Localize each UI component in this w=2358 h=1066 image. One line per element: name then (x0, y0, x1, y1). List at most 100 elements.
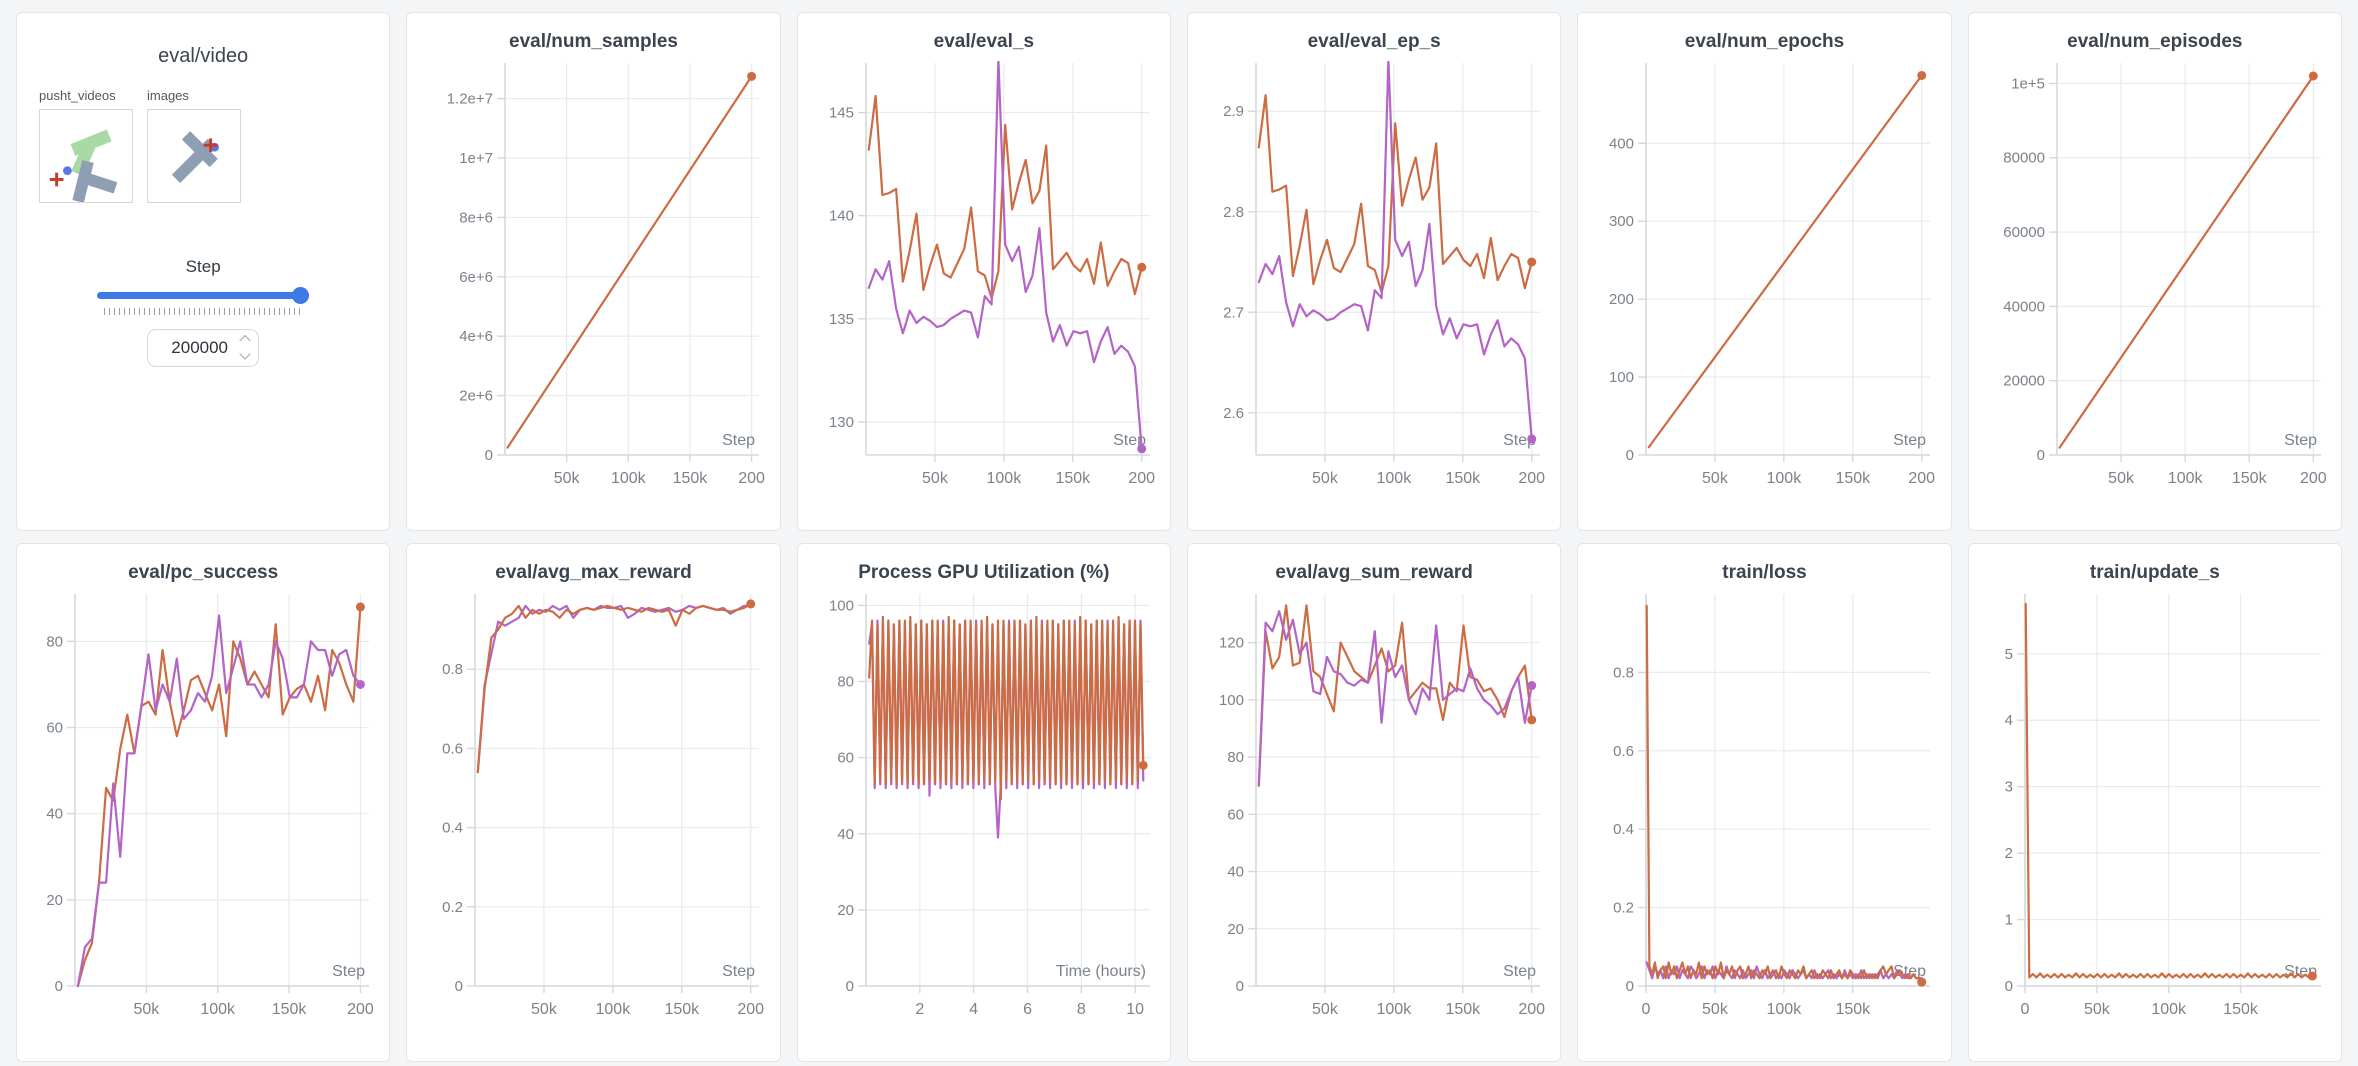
svg-text:200: 200 (1519, 1001, 1546, 1018)
chart-canvas[interactable]: 0 20000 40000 60000 80000 1e+5 50k 100k 150k 200 S… (1969, 55, 2341, 505)
chart-canvas[interactable]: 0 0.2 0.4 0.6 0.8 50k 100k 150k 200 Step (407, 586, 779, 1036)
svg-text:0: 0 (1626, 978, 1634, 995)
chart-canvas[interactable]: 0 20 40 60 80 100 2 4 6 8 10 Time (hours) (798, 586, 1170, 1036)
svg-text:50k: 50k (922, 470, 949, 487)
svg-text:50k: 50k (1312, 470, 1339, 487)
chart-canvas[interactable]: 0 2e+6 4e+6 6e+6 8e+6 1e+7 1.2e+7 50k 100k 150k 20… (407, 55, 779, 505)
svg-text:100k: 100k (986, 470, 1022, 487)
gray-t-shape (171, 131, 218, 184)
chart-canvas[interactable]: 0 0.2 0.4 0.6 0.8 0 50k 100k 150k Step (1578, 586, 1950, 1036)
svg-text:0.2: 0.2 (443, 899, 464, 916)
svg-text:2: 2 (2004, 845, 2012, 862)
media-item-label: images (147, 88, 189, 103)
svg-text:0.4: 0.4 (443, 820, 464, 837)
svg-text:200: 200 (1128, 470, 1155, 487)
svg-text:1.2e+7: 1.2e+7 (447, 91, 493, 108)
chart-title: train/loss (1722, 562, 1807, 583)
svg-text:200: 200 (347, 1001, 374, 1018)
svg-text:2.9: 2.9 (1223, 103, 1244, 120)
svg-text:150k: 150k (1836, 1001, 1872, 1018)
svg-text:100k: 100k (611, 470, 647, 487)
svg-text:20: 20 (1227, 921, 1244, 938)
svg-text:100k: 100k (1767, 470, 1803, 487)
svg-text:0.6: 0.6 (1614, 743, 1635, 760)
agent-dot (63, 166, 72, 176)
chart-title: train/update_s (2089, 562, 2220, 583)
svg-text:0: 0 (485, 447, 493, 464)
svg-text:150k: 150k (665, 1001, 701, 1018)
step-slider[interactable] (97, 287, 310, 304)
svg-text:150k: 150k (272, 1001, 308, 1018)
svg-text:50k: 50k (1312, 1001, 1339, 1018)
svg-text:Time (hours): Time (hours) (1056, 963, 1146, 980)
svg-text:120: 120 (1219, 635, 1244, 652)
svg-text:50k: 50k (134, 1001, 161, 1018)
svg-text:0.4: 0.4 (1614, 821, 1635, 838)
chart-canvas[interactable]: 0 20 40 60 80 50k 100k 150k 200 Step (17, 586, 389, 1036)
svg-text:20000: 20000 (2003, 373, 2045, 390)
svg-text:100k: 100k (1377, 1001, 1413, 1018)
svg-text:100k: 100k (1377, 470, 1413, 487)
chart-canvas[interactable]: 2.6 2.7 2.8 2.9 50k 100k 150k 200 Step (1188, 55, 1560, 505)
slider-tick-ruler (104, 308, 303, 315)
chart-panel-eval-s: eval/eval_s 130 135 140 145 50k 100k 150k 200 St… (796, 12, 1171, 531)
chart-panel-train-loss: train/loss 0 0.2 0.4 0.6 0.8 0 50k 100k 150k Step (1577, 543, 1952, 1062)
svg-text:200: 200 (1609, 291, 1634, 308)
svg-text:0: 0 (845, 978, 853, 995)
chart-panel-gpu-utilization: Process GPU Utilization (%) 0 20 40 60 80 100… (796, 543, 1171, 1062)
chart-title: eval/avg_max_reward (495, 562, 692, 583)
chart-title: eval/pc_success (128, 562, 279, 583)
svg-text:200: 200 (2300, 470, 2327, 487)
svg-text:150k: 150k (1836, 470, 1872, 487)
svg-text:Step: Step (723, 963, 756, 980)
svg-text:8e+6: 8e+6 (460, 209, 494, 226)
svg-text:50k: 50k (1703, 1001, 1730, 1018)
svg-text:60: 60 (837, 750, 854, 767)
svg-text:200: 200 (1909, 470, 1936, 487)
svg-text:0: 0 (55, 978, 63, 995)
images-thumbnail[interactable] (147, 109, 241, 203)
chart-canvas[interactable]: 0 1 2 3 4 5 0 50k 100k 150k Step (1969, 586, 2341, 1036)
svg-text:0.8: 0.8 (443, 661, 464, 678)
svg-text:130: 130 (829, 414, 854, 431)
svg-text:0: 0 (2036, 447, 2044, 464)
chart-title: eval/avg_sum_reward (1275, 562, 1473, 583)
svg-text:2.8: 2.8 (1223, 204, 1244, 221)
svg-text:100k: 100k (596, 1001, 632, 1018)
gray-t-shape (72, 160, 118, 202)
step-value-input[interactable] (148, 337, 242, 359)
svg-text:50k: 50k (2108, 470, 2135, 487)
svg-text:80000: 80000 (2003, 150, 2045, 167)
svg-text:150k: 150k (2232, 470, 2268, 487)
svg-text:Step: Step (1503, 963, 1536, 980)
slider-handle[interactable] (291, 287, 309, 304)
svg-text:6e+6: 6e+6 (460, 269, 494, 286)
svg-text:1e+5: 1e+5 (2011, 75, 2045, 92)
chart-title: eval/num_epochs (1684, 31, 1845, 52)
slider-track[interactable] (97, 292, 310, 299)
pusht-video-thumbnail[interactable] (39, 109, 133, 203)
svg-text:0.2: 0.2 (1614, 900, 1635, 917)
chart-canvas[interactable]: 0 100 200 300 400 50k 100k 150k 200 Step (1578, 55, 1950, 505)
spinner-down-icon[interactable] (239, 348, 251, 360)
svg-text:100k: 100k (2168, 470, 2204, 487)
svg-text:400: 400 (1609, 135, 1634, 152)
chart-canvas[interactable]: 130 135 140 145 50k 100k 150k 200 Step (798, 55, 1170, 505)
media-item-label: pusht_videos (39, 88, 116, 103)
chart-title: eval/num_episodes (2067, 31, 2243, 52)
chart-canvas[interactable]: 0 20 40 60 80 100 120 50k 100k 150k 200 Step (1188, 586, 1560, 1036)
svg-text:100: 100 (1219, 692, 1244, 709)
chart-title: eval/num_samples (509, 31, 678, 52)
svg-text:Step: Step (1894, 432, 1927, 449)
svg-text:80: 80 (46, 633, 63, 650)
chart-title: Process GPU Utilization (%) (858, 562, 1110, 583)
spinner-up-icon[interactable] (239, 334, 251, 347)
svg-text:8: 8 (1077, 1001, 1086, 1018)
svg-text:10: 10 (1126, 1001, 1144, 1018)
svg-text:140: 140 (829, 208, 854, 225)
svg-text:4: 4 (969, 1001, 978, 1018)
media-thumbnails-row: pusht_videos (39, 88, 369, 203)
chart-panel-eval-ep-s: eval/eval_ep_s 2.6 2.7 2.8 2.9 50k 100k 150k 20… (1187, 12, 1562, 531)
goal-cross-icon (49, 172, 64, 187)
svg-text:0.8: 0.8 (1614, 664, 1635, 681)
